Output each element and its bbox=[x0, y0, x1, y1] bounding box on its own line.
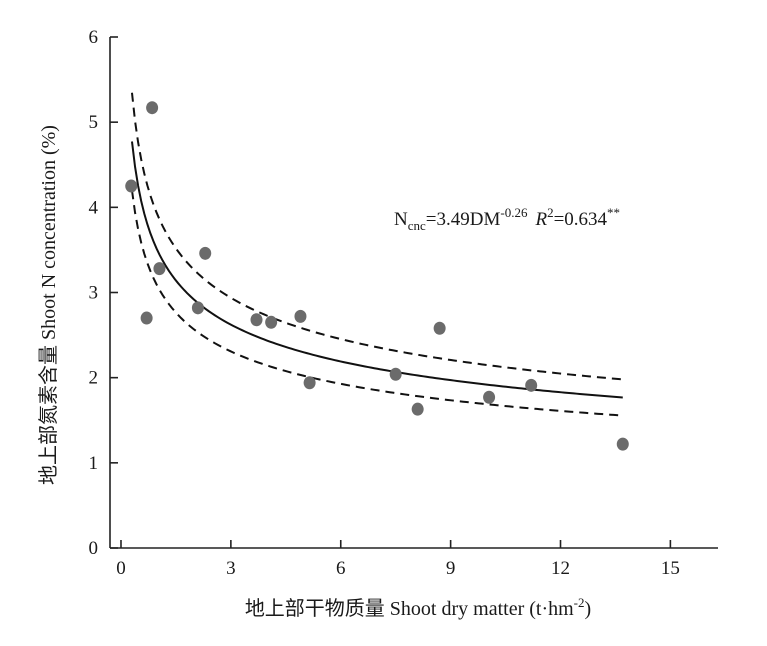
data-point bbox=[250, 313, 263, 327]
upper-confidence-band bbox=[130, 92, 623, 381]
y-tick-label: 3 bbox=[89, 283, 99, 304]
plot-area bbox=[125, 92, 629, 451]
eq-n-main: N bbox=[394, 209, 408, 230]
x-tick-label: 3 bbox=[226, 558, 236, 579]
x-tick-label: 0 bbox=[116, 558, 126, 579]
y-axis-title: 地上部氮素含量 Shoot N concentration (%) bbox=[37, 125, 60, 485]
data-point bbox=[199, 246, 212, 260]
x-axis-title: 地上部干物质量 Shoot dry matter (t·hm-2) bbox=[245, 595, 591, 620]
data-point bbox=[191, 301, 204, 315]
data-point bbox=[433, 321, 446, 335]
x-axis-title-main: 地上部干物质量 Shoot dry matter (t·hm bbox=[245, 597, 574, 620]
eq-mid: =3.49DM bbox=[426, 209, 501, 230]
y-tick-label: 6 bbox=[89, 27, 99, 48]
eq-r-label: R bbox=[534, 209, 547, 230]
data-point bbox=[294, 309, 307, 323]
data-point bbox=[125, 179, 138, 193]
x-axis-title-sup: -2 bbox=[574, 595, 585, 610]
y-tick-label: 2 bbox=[89, 368, 99, 389]
regression-equation: Ncnc=3.49DM-0.26 R2=0.634** bbox=[394, 205, 620, 233]
x-tick-label: 9 bbox=[446, 558, 456, 579]
data-point bbox=[389, 367, 402, 381]
fitted-curve bbox=[130, 141, 623, 399]
data-point bbox=[616, 437, 629, 451]
eq-n-sub: cnc bbox=[408, 218, 426, 233]
y-tick-label: 1 bbox=[89, 453, 99, 474]
data-point bbox=[303, 376, 316, 390]
data-point bbox=[146, 101, 159, 115]
y-tick-label: 0 bbox=[89, 538, 99, 559]
eq-r-value: =0.634 bbox=[554, 209, 608, 230]
data-point bbox=[411, 402, 424, 416]
eq-exponent: -0.26 bbox=[500, 205, 528, 220]
data-point bbox=[525, 378, 538, 392]
eq-r-sup: 2 bbox=[547, 205, 554, 220]
data-point bbox=[265, 315, 278, 329]
x-tick-label: 15 bbox=[661, 558, 680, 579]
x-tick-label: 12 bbox=[551, 558, 570, 579]
data-point bbox=[153, 262, 166, 276]
x-tick-label: 6 bbox=[336, 558, 346, 579]
y-tick-label: 4 bbox=[89, 197, 99, 218]
x-axis-title-end: ) bbox=[585, 598, 592, 620]
lower-confidence-band bbox=[130, 190, 623, 417]
eq-significance: ** bbox=[607, 205, 620, 220]
y-tick-label: 5 bbox=[89, 112, 99, 133]
data-point bbox=[140, 311, 153, 325]
data-point bbox=[483, 390, 496, 404]
